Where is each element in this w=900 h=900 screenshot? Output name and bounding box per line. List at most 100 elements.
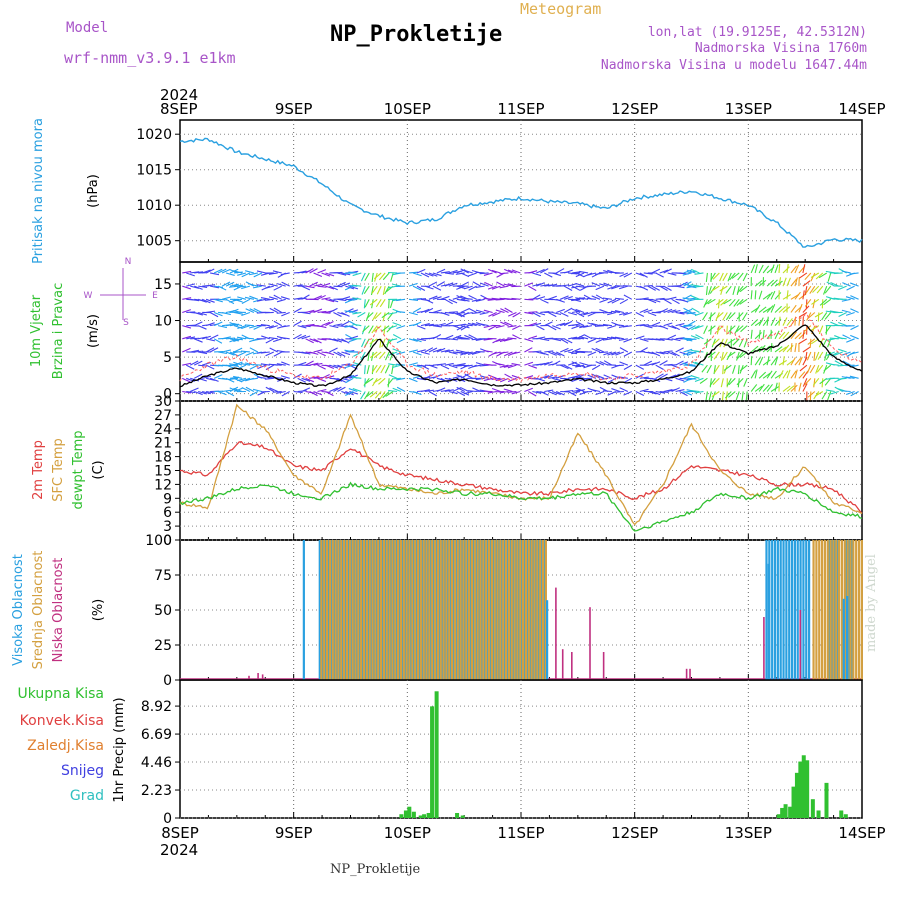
wind-arrow: [639, 272, 648, 278]
time-label-top: 14SEP: [838, 100, 885, 118]
wind-arrow: [671, 351, 680, 357]
wind-arrow: [382, 272, 390, 281]
precip-bar: [422, 814, 427, 818]
precip-bar: [843, 814, 848, 818]
wind-arrow: [206, 338, 216, 342]
wind-arrow: [467, 322, 477, 327]
wind-arrow: [710, 272, 716, 281]
wind-arrow: [479, 364, 489, 367]
wind-arrow: [595, 361, 605, 366]
wind-arrow: [464, 373, 473, 379]
wind-arrow: [424, 323, 434, 327]
wind-arrow: [217, 268, 227, 274]
pressure-ytick-label: 1010: [136, 198, 172, 214]
temperature-ytick-label: 3: [163, 519, 172, 535]
wind-arrow: [563, 320, 573, 327]
wind-arrow: [345, 377, 354, 384]
cloud-high-bar: [486, 540, 489, 680]
wind-arrow: [528, 364, 538, 369]
wind-arrow: [591, 389, 601, 393]
wind-arrow: [694, 325, 704, 330]
station-title: NP_Prokletije: [330, 22, 503, 47]
wind-arrow: [846, 285, 855, 291]
time-label-top: 8SEP: [160, 100, 198, 118]
wind-arrow: [436, 347, 446, 353]
wind-arrow: [511, 390, 521, 395]
pressure-ylabel: Pritisak na nivou mora: [31, 118, 46, 264]
wind-arrow: [778, 306, 787, 313]
wind-arrow: [448, 282, 458, 287]
wind-arrow: [728, 312, 736, 320]
wind-arrow: [806, 364, 812, 374]
cloud-mid-bar: [482, 540, 485, 680]
wind-arrow: [416, 338, 426, 342]
wind-arrow: [206, 284, 216, 287]
wind-arrow: [595, 338, 605, 344]
time-label-top: 11SEP: [497, 100, 544, 118]
wind-arrow: [754, 385, 763, 392]
wind-arrow: [682, 282, 692, 287]
wind-arrow: [709, 378, 712, 388]
wind-arrow: [659, 351, 669, 355]
time-label-bottom: 9SEP: [275, 824, 313, 842]
wind-arrow: [782, 385, 791, 392]
wind-arrow: [813, 351, 816, 361]
wind-arrow: [706, 364, 712, 374]
wind-arrow: [209, 311, 219, 318]
wind-arrow: [736, 351, 744, 360]
wind-arrow: [690, 284, 700, 287]
wind-arrow: [739, 285, 748, 293]
wind-arrow: [463, 269, 473, 274]
wind-arrow: [392, 348, 402, 353]
wind-arrow: [268, 325, 278, 329]
wind-arrow: [463, 351, 473, 355]
wind-arrow: [387, 378, 390, 388]
wind-arrow: [651, 268, 661, 274]
cloud-high-partial: [767, 563, 770, 680]
wind-arrow: [182, 325, 192, 329]
cloud-high-bar: [364, 540, 367, 680]
cloud-high-bar: [847, 540, 850, 680]
wind-arrow: [810, 325, 820, 331]
wind-arrow: [732, 286, 736, 295]
wind-arrow: [217, 285, 227, 291]
cloud-mid-bar: [849, 540, 852, 680]
wind-arrow: [825, 325, 828, 335]
wind-arrow: [682, 297, 692, 300]
wind-arrow: [252, 285, 262, 289]
cloud-mid-bar: [345, 540, 349, 680]
cloud-low-bar: [589, 607, 591, 680]
wind-arrow: [694, 390, 704, 394]
wind-arrow: [420, 323, 430, 327]
precip-bar: [839, 810, 844, 818]
wind-arrow: [268, 283, 278, 287]
wind-arrow: [823, 285, 828, 295]
cloud-high-bar: [480, 540, 483, 680]
wind-arrow: [816, 285, 824, 294]
wind-arrow: [293, 320, 302, 327]
wind-arrow: [694, 272, 704, 275]
wind-arrow: [736, 285, 744, 294]
wind-arrow: [663, 389, 673, 393]
wind-arrow: [736, 298, 744, 307]
wind-arrow: [487, 374, 497, 379]
cloud-mid-bar: [354, 540, 357, 680]
time-label-bottom: 11SEP: [497, 824, 544, 842]
wind-arrow: [850, 334, 859, 340]
wind-arrow: [818, 272, 828, 279]
wind-arrow: [794, 332, 802, 340]
wind-arrow: [325, 351, 335, 356]
wind-arrow: [495, 325, 505, 329]
wind-arrow: [536, 336, 546, 340]
wind-arrow: [842, 282, 851, 287]
precip-bar: [403, 810, 408, 818]
wind-arrow: [536, 325, 545, 331]
wind-arrow: [329, 325, 339, 329]
wind-arrow: [699, 377, 708, 384]
time-label-top: 9SEP: [275, 100, 313, 118]
wind-arrow: [272, 363, 282, 366]
wind-arrow: [723, 364, 732, 371]
precip-bar: [801, 755, 806, 818]
wind-arrow: [611, 298, 621, 304]
wind-arrow: [321, 272, 331, 277]
